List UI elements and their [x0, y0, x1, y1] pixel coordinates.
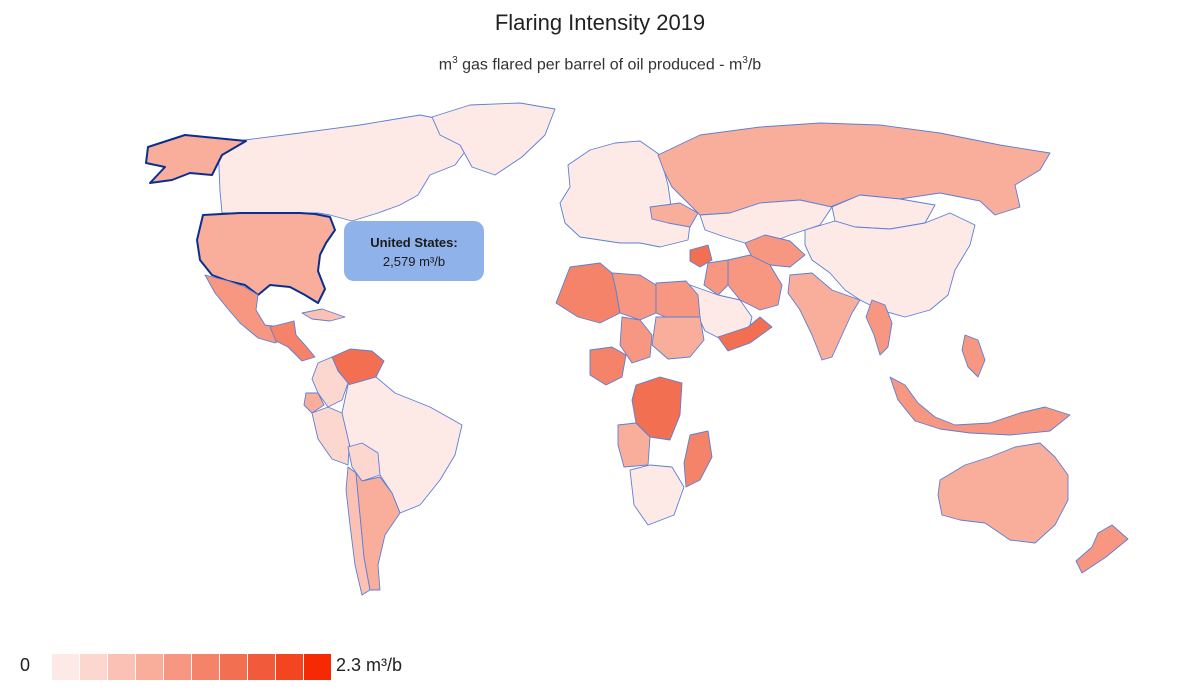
country-alaska[interactable]: Alaska (United States)	[145, 134, 247, 184]
country-iran[interactable]: Iran	[727, 254, 783, 311]
country-libya[interactable]: Libya	[611, 272, 657, 321]
country-philippines[interactable]: Philippines	[961, 334, 986, 378]
world-map[interactable]: Canada Greenland Alaska (United States) …	[0, 95, 1200, 615]
country-new-zealand[interactable]: New Zealand	[1075, 524, 1129, 574]
country-ecuador[interactable]: Ecuador	[303, 392, 325, 414]
country-tooltip: United States: 2,579 m³/b	[344, 221, 484, 281]
country-south-africa[interactable]: South Africa	[629, 464, 685, 526]
country-myanmar[interactable]: Myanmar	[865, 299, 893, 356]
country-syria[interactable]: Syria	[689, 244, 713, 268]
country-united-states[interactable]: United States	[196, 212, 336, 304]
country-bolivia[interactable]: Bolivia	[347, 442, 381, 482]
country-chad[interactable]: Chad	[619, 316, 653, 364]
legend-swatch-7	[248, 654, 275, 680]
subtitle-sup-2: 3	[742, 55, 748, 66]
subtitle-middle: gas flared per barrel of oil produced - …	[457, 56, 743, 74]
subtitle-prefix: m	[438, 56, 453, 74]
country-iraq[interactable]: Iraq	[703, 259, 729, 296]
world-map-svg[interactable]: Canada Greenland Alaska (United States) …	[0, 95, 1200, 615]
country-mozambique[interactable]: Mozambique	[683, 430, 713, 488]
subtitle-sup-1: 3	[452, 55, 458, 66]
country-cuba[interactable]: Cuba	[301, 308, 346, 322]
country-guatemala[interactable]: Guatemala	[269, 320, 316, 362]
country-greenland[interactable]: Greenland	[431, 102, 556, 176]
color-legend: 0 2.3 m³/b	[0, 650, 1200, 684]
country-china[interactable]: China	[804, 212, 976, 318]
chart-subtitle: m3 gas flared per barrel of oil produced…	[0, 55, 1200, 74]
legend-swatch-9	[304, 654, 331, 680]
legend-swatch-8	[276, 654, 303, 680]
legend-swatch-2	[108, 654, 135, 680]
country-nigeria[interactable]: Nigeria	[589, 346, 627, 386]
country-sudan[interactable]: Sudan	[651, 316, 705, 360]
legend-swatch-5	[192, 654, 219, 680]
country-algeria[interactable]: Algeria	[555, 262, 621, 324]
country-argentina[interactable]: Argentina	[355, 472, 401, 591]
subtitle-suffix: /b	[747, 56, 762, 74]
country-angola[interactable]: Angola	[617, 422, 651, 468]
country-canada[interactable]: Canada	[217, 114, 471, 222]
country-indonesia[interactable]: Indonesia	[889, 376, 1071, 436]
legend-min-label: 0	[20, 655, 31, 675]
country-yemen[interactable]: Yemen	[717, 316, 773, 352]
legend-swatches	[52, 654, 332, 680]
country-india[interactable]: India	[787, 272, 861, 361]
country-australia[interactable]: Australia	[937, 442, 1069, 544]
legend-max-label: 2.3 m³/b	[336, 655, 403, 675]
chart-title: Flaring Intensity 2019	[494, 10, 706, 35]
country-colombia[interactable]: Colombia	[311, 356, 349, 408]
country-dr-congo[interactable]: DR Congo	[631, 376, 683, 441]
legend-swatch-4	[164, 654, 191, 680]
legend-swatch-0	[52, 654, 79, 680]
legend-swatch-1	[80, 654, 107, 680]
tooltip-country: United States:	[370, 235, 458, 250]
legend-swatch-6	[220, 654, 247, 680]
legend-swatch-3	[136, 654, 163, 680]
country-ukraine[interactable]: Ukraine	[649, 202, 699, 228]
tooltip-value: 2,579 m³/b	[382, 254, 446, 269]
